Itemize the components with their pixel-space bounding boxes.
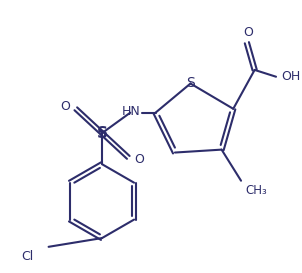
Text: S: S (186, 76, 195, 90)
Text: O: O (243, 26, 253, 39)
Text: Cl: Cl (21, 250, 34, 263)
Text: CH₃: CH₃ (245, 184, 267, 197)
Text: S: S (97, 126, 108, 141)
Text: OH: OH (281, 70, 300, 83)
Text: HN: HN (122, 105, 141, 118)
Text: O: O (134, 153, 144, 166)
Text: O: O (60, 100, 70, 113)
